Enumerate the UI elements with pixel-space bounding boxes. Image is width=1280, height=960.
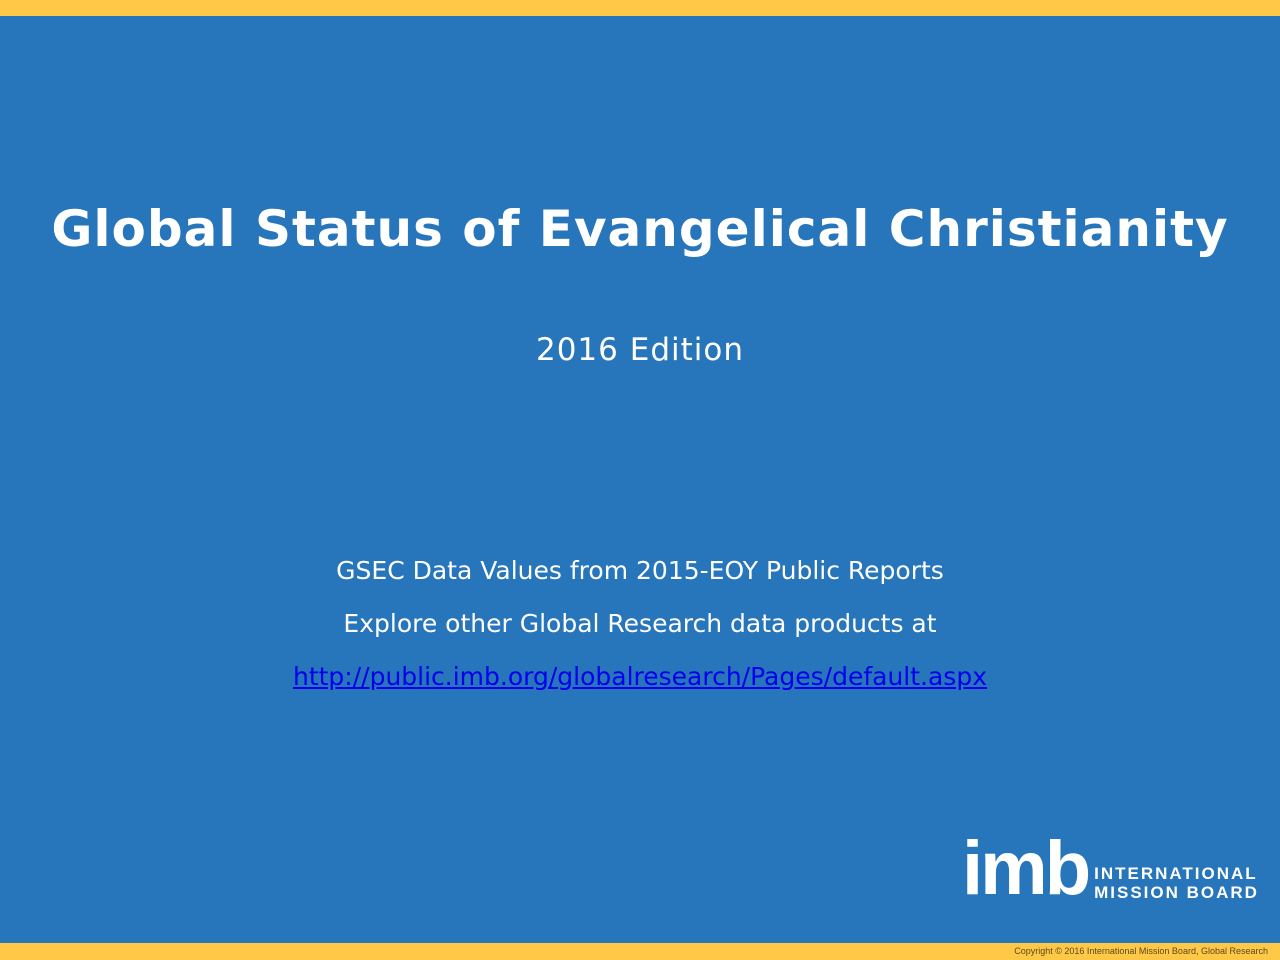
logo-line-1: INTERNATIONAL xyxy=(1094,864,1258,883)
explore-text: Explore other Global Research data produ… xyxy=(343,609,937,638)
top-accent-bar xyxy=(0,0,1280,16)
page-title: Global Status of Evangelical Christianit… xyxy=(51,200,1229,258)
imb-logo: imb INTERNATIONAL MISSION BOARD xyxy=(962,826,1259,911)
logo-line-2: MISSION BOARD xyxy=(1094,883,1259,902)
logo-text: INTERNATIONAL MISSION BOARD xyxy=(1094,864,1259,902)
copyright-text: Copyright © 2016 International Mission B… xyxy=(1014,946,1268,956)
bottom-accent-bar xyxy=(0,943,1280,960)
logo-mark: imb xyxy=(962,826,1091,911)
data-source-text: GSEC Data Values from 2015-EOY Public Re… xyxy=(336,556,944,585)
link-line: http://public.imb.org/globalresearch/Pag… xyxy=(0,662,1280,691)
edition-subtitle: 2016 Edition xyxy=(535,332,744,368)
global-research-link[interactable]: http://public.imb.org/globalresearch/Pag… xyxy=(292,662,987,691)
